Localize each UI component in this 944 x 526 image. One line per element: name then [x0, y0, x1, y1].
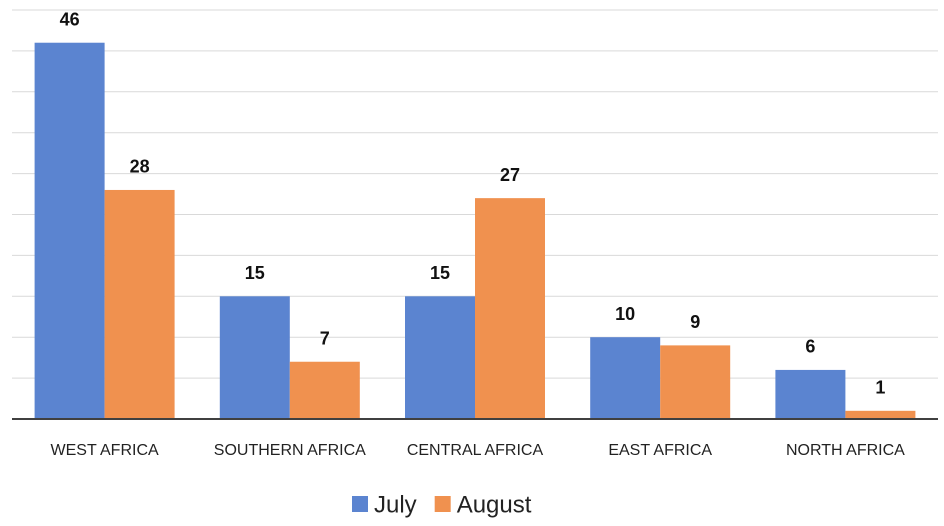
data-label: 6 [805, 337, 815, 357]
data-label: 28 [130, 157, 150, 177]
bar [34, 42, 105, 419]
legend-swatch [434, 496, 451, 512]
bar [590, 337, 661, 419]
bar [775, 369, 846, 419]
bar [289, 361, 360, 419]
legend-swatch [352, 496, 368, 512]
bar [405, 296, 475, 419]
x-tick-label: EAST AFRICA [608, 442, 712, 459]
data-label: 46 [60, 9, 80, 29]
legend-label: August [457, 491, 532, 518]
bar [104, 189, 175, 419]
data-label: 15 [430, 263, 450, 283]
data-label: 9 [690, 312, 700, 332]
data-label: 1 [875, 378, 885, 398]
bar [475, 198, 545, 419]
bar [219, 296, 290, 419]
x-tick-label: SOUTHERN AFRICA [214, 442, 366, 459]
bar [660, 345, 731, 419]
bar [845, 410, 916, 419]
data-label: 7 [320, 328, 330, 348]
data-label: 15 [245, 263, 265, 283]
data-label: 10 [615, 304, 635, 324]
data-label: 27 [500, 165, 520, 185]
x-tick-label: CENTRAL AFRICA [407, 442, 544, 459]
legend-label: July [374, 491, 417, 518]
x-tick-label: NORTH AFRICA [786, 442, 905, 459]
x-tick-label: WEST AFRICA [51, 442, 159, 459]
